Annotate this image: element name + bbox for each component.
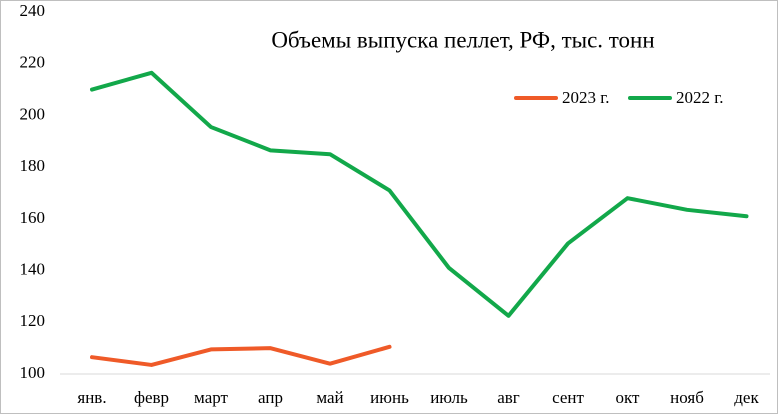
y-tick-label: 140 (20, 259, 46, 278)
x-tick-label: нояб (670, 388, 704, 407)
y-tick-label: 120 (20, 311, 46, 330)
x-tick-label: май (316, 388, 343, 407)
line-series (90, 344, 392, 367)
x-tick-label: янв. (77, 388, 106, 407)
y-tick-label: 200 (20, 104, 46, 123)
y-tick-label: 100 (20, 363, 46, 382)
y-tick-label: 220 (20, 53, 46, 72)
x-tick-label: сент (552, 388, 584, 407)
line-series (90, 70, 749, 318)
chart-title: Объемы выпуска пеллет, РФ, тыс. тонн (271, 27, 654, 52)
x-tick-label: март (194, 388, 228, 407)
x-tick-label: окт (616, 388, 641, 407)
x-tick-label: июнь (370, 388, 409, 407)
y-tick-label: 240 (20, 1, 46, 20)
legend-label: 2023 г. (562, 88, 610, 107)
x-tick-label: июль (430, 388, 468, 407)
x-tick-label: авг (497, 388, 520, 407)
x-tick-label: апр (258, 388, 283, 407)
legend-label: 2022 г. (676, 88, 724, 107)
y-tick-label: 160 (20, 208, 46, 227)
x-tick-label: февр (134, 388, 169, 407)
y-tick-label: 180 (20, 156, 46, 175)
x-tick-label: дек (734, 388, 759, 407)
